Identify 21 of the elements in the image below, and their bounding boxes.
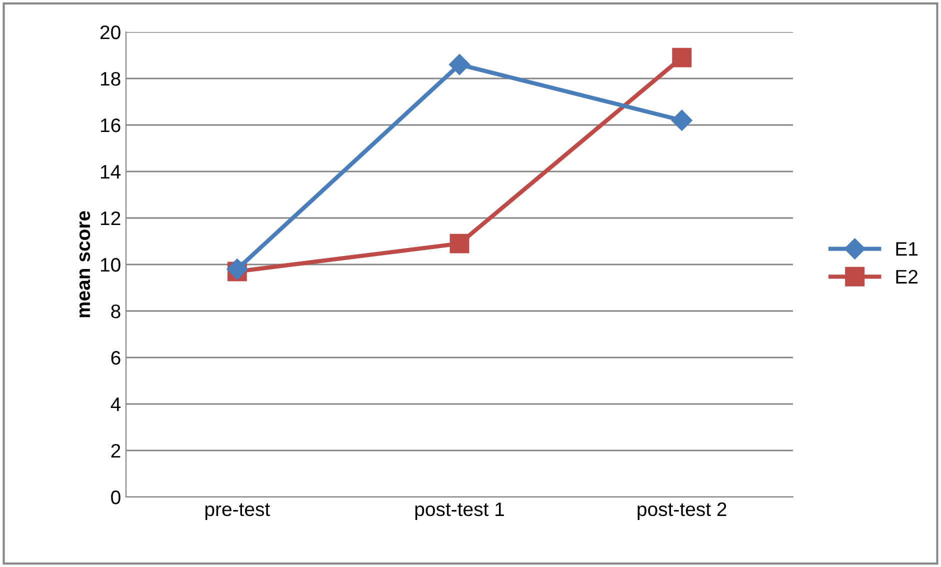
legend-label: E1 xyxy=(896,242,918,256)
y-tick-label: 20 xyxy=(100,25,120,40)
y-axis-title: mean score xyxy=(79,211,90,318)
point xyxy=(450,234,470,254)
y-tick-label: 18 xyxy=(100,72,120,86)
y-tick-label: 0 xyxy=(111,490,120,504)
y-tick-label: 14 xyxy=(100,165,121,179)
x-tick-label: pre-test xyxy=(205,503,270,520)
x-tick-label: post-test 2 xyxy=(638,502,726,520)
point xyxy=(672,48,692,68)
x-tick-label: post-test 1 xyxy=(415,502,504,520)
y-tick-label: 16 xyxy=(100,118,120,132)
y-tick-label: 2 xyxy=(111,444,120,458)
y-tick-label: 6 xyxy=(111,350,120,365)
point xyxy=(448,54,470,76)
y-tick-label: 8 xyxy=(111,304,120,318)
y-tick-label: 10 xyxy=(100,258,120,272)
y-tick-label: 12 xyxy=(100,211,120,226)
y-tick-label: 4 xyxy=(110,398,121,412)
point xyxy=(671,110,692,131)
legend-label: E2 xyxy=(896,270,918,284)
